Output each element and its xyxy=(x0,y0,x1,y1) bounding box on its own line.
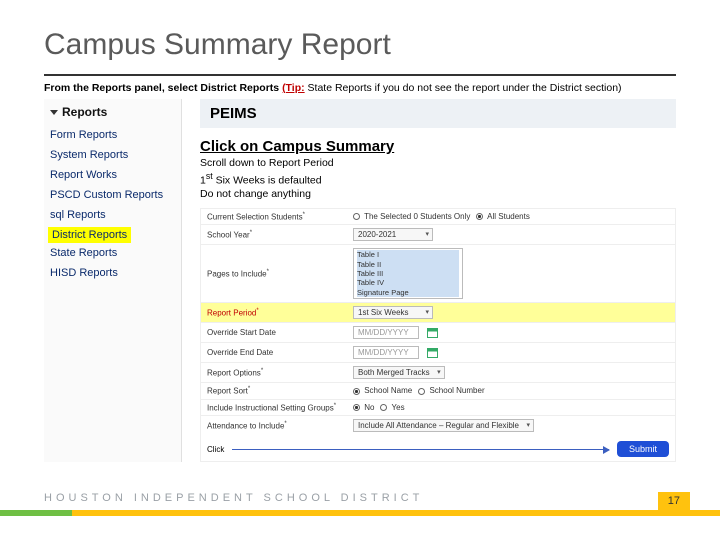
form-value: Include All Attendance – Regular and Fle… xyxy=(353,419,669,432)
select-school-year-[interactable]: 2020-2021 xyxy=(353,228,433,241)
form-row: Report Period* 1st Six Weeks xyxy=(201,303,675,323)
instruction-text: From the Reports panel, select District … xyxy=(44,82,676,95)
step-sub-3: Do not change anything xyxy=(200,188,676,202)
instruction-tip-label: (Tip: xyxy=(282,82,305,94)
radio-icon xyxy=(418,388,425,395)
form-row: Report Sort* School Name School Number xyxy=(201,383,675,400)
report-item-form-reports[interactable]: Form Reports xyxy=(48,125,181,145)
report-options-form: Current Selection Students* The Selected… xyxy=(200,208,676,463)
radio-label: Yes xyxy=(389,403,404,412)
form-row: School Year* 2020-2021 xyxy=(201,225,675,245)
radio-icon xyxy=(353,404,360,411)
instruction-lead: From the Reports panel, select District … xyxy=(44,82,282,94)
select-attendance-to-include-[interactable]: Include All Attendance – Regular and Fle… xyxy=(353,419,534,432)
multiselect-pages[interactable]: Table ITable IITable IIITable IVSignatur… xyxy=(353,248,463,299)
form-label: Attendance to Include* xyxy=(207,421,347,431)
radio-label: The Selected 0 Students Only xyxy=(362,212,470,221)
form-value: MM/DD/YYYY xyxy=(353,346,669,359)
step-click-campus-summary: Click on Campus Summary xyxy=(200,138,676,155)
form-row: Report Options* Both Merged Tracks xyxy=(201,363,675,383)
footer-accent-bar xyxy=(0,510,720,516)
radio-option[interactable]: All Students xyxy=(476,212,529,221)
peims-banner: PEIMS xyxy=(200,99,676,128)
radio-icon xyxy=(353,388,360,395)
caret-down-icon xyxy=(50,110,58,115)
select-report-options-[interactable]: Both Merged Tracks xyxy=(353,366,445,379)
form-label: Include Instructional Setting Groups* xyxy=(207,403,347,413)
radio-option[interactable]: School Number xyxy=(418,386,484,395)
title-rule xyxy=(44,74,676,76)
radio-option[interactable]: School Name xyxy=(353,386,412,395)
form-label: Pages to Include* xyxy=(207,269,347,279)
radio-icon xyxy=(476,213,483,220)
report-item-system-reports[interactable]: System Reports xyxy=(48,145,181,165)
arrow-icon xyxy=(232,449,609,450)
calendar-icon[interactable] xyxy=(427,328,438,338)
radio-label: All Students xyxy=(485,212,529,221)
radio-label: School Name xyxy=(362,386,412,395)
radio-option[interactable]: Yes xyxy=(380,403,404,412)
report-item-report-works[interactable]: Report Works xyxy=(48,165,181,185)
date-input[interactable]: MM/DD/YYYY xyxy=(353,346,419,359)
form-label: School Year* xyxy=(207,230,347,240)
form-row: Current Selection Students* The Selected… xyxy=(201,209,675,226)
step-sub-1: Scroll down to Report Period xyxy=(200,157,676,171)
radio-option[interactable]: No xyxy=(353,403,374,412)
form-row: Override End Date MM/DD/YYYY xyxy=(201,343,675,363)
form-value: School Name School Number xyxy=(353,386,669,395)
reports-panel: Reports Form ReportsSystem ReportsReport… xyxy=(44,99,182,462)
footer-org: HOUSTON INDEPENDENT SCHOOL DISTRICT xyxy=(44,492,423,504)
instruction-tip-rest: State Reports if you do not see the repo… xyxy=(305,82,622,94)
page-number: 17 xyxy=(658,492,690,510)
form-label: Report Options* xyxy=(207,368,347,378)
form-label: Report Sort* xyxy=(207,386,347,396)
page-title: Campus Summary Report xyxy=(44,28,676,62)
form-label: Current Selection Students* xyxy=(207,212,347,222)
radio-icon xyxy=(380,404,387,411)
reports-panel-header-label: Reports xyxy=(62,105,107,119)
form-label: Override End Date xyxy=(207,348,347,357)
form-label: Report Period* xyxy=(207,308,347,318)
form-value: 2020-2021 xyxy=(353,228,669,241)
form-row: Attendance to Include* Include All Attend… xyxy=(201,416,675,435)
form-value: Table ITable IITable IIITable IVSignatur… xyxy=(353,248,669,299)
report-item-district-reports[interactable]: District Reports xyxy=(48,227,131,243)
submit-button[interactable]: Submit xyxy=(617,441,669,457)
radio-label: No xyxy=(362,403,374,412)
select-report-period-[interactable]: 1st Six Weeks xyxy=(353,306,433,319)
click-label: Click xyxy=(207,445,224,454)
radio-icon xyxy=(353,213,360,220)
form-row: Override Start Date MM/DD/YYYY xyxy=(201,323,675,343)
form-value: MM/DD/YYYY xyxy=(353,326,669,339)
form-value: The Selected 0 Students Only All Student… xyxy=(353,212,669,221)
date-input[interactable]: MM/DD/YYYY xyxy=(353,326,419,339)
form-row: Pages to Include* Table ITable IITable II… xyxy=(201,245,675,303)
report-item-sql-reports[interactable]: sql Reports xyxy=(48,205,181,225)
step-sub-2: 1st Six Weeks is defaulted xyxy=(200,171,676,188)
form-label: Override Start Date xyxy=(207,328,347,337)
calendar-icon[interactable] xyxy=(427,348,438,358)
reports-panel-header[interactable]: Reports xyxy=(48,103,181,125)
report-item-state-reports[interactable]: State Reports xyxy=(48,243,181,263)
radio-label: School Number xyxy=(427,386,484,395)
radio-option[interactable]: The Selected 0 Students Only xyxy=(353,212,470,221)
report-item-hisd-reports[interactable]: HISD Reports xyxy=(48,263,181,283)
form-value: No Yes xyxy=(353,403,669,412)
report-item-pscd-custom-reports[interactable]: PSCD Custom Reports xyxy=(48,185,181,205)
form-row: Include Instructional Setting Groups* No… xyxy=(201,400,675,417)
form-value: Both Merged Tracks xyxy=(353,366,669,379)
form-value: 1st Six Weeks xyxy=(353,306,669,319)
